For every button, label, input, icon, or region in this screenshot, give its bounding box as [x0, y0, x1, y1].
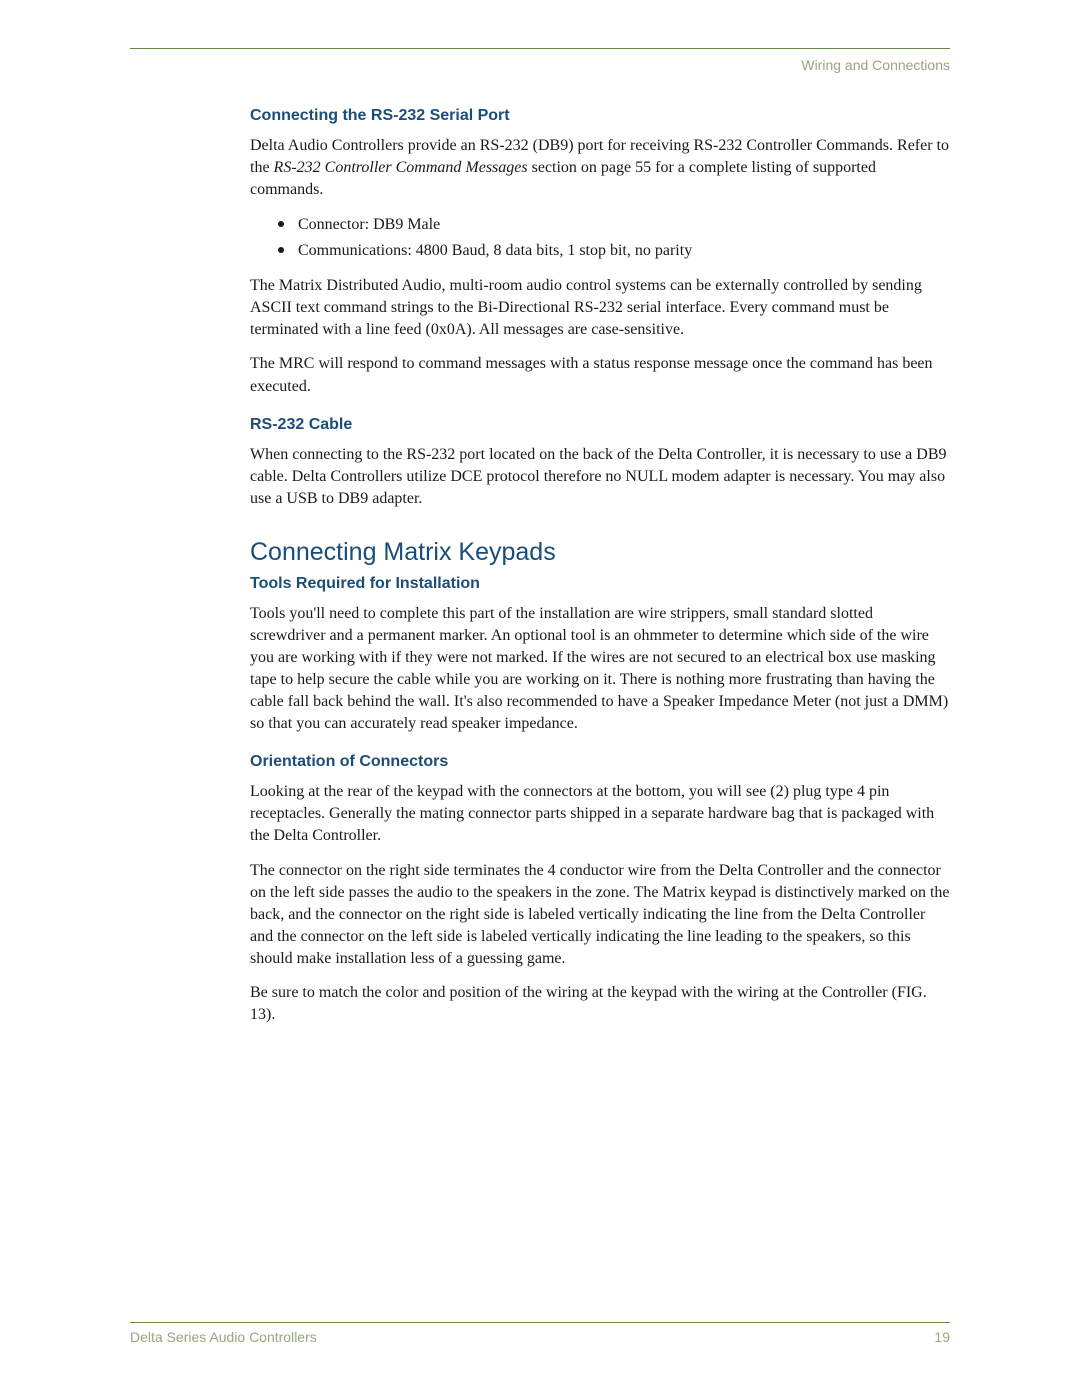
tools-para-1: Tools you'll need to complete this part …	[250, 603, 950, 735]
orientation-para-1: Looking at the rear of the keypad with t…	[250, 781, 950, 847]
header-rule	[130, 48, 950, 49]
heading-rs232-port: Connecting the RS-232 Serial Port	[250, 107, 950, 125]
section-running-header: Wiring and Connections	[130, 57, 950, 73]
document-page: Wiring and Connections Connecting the RS…	[0, 0, 1080, 1397]
rs232-port-para-1: Delta Audio Controllers provide an RS-23…	[250, 135, 950, 201]
heading-rs232-cable: RS-232 Cable	[250, 416, 950, 434]
page-content: Connecting the RS-232 Serial Port Delta …	[130, 107, 950, 1026]
footer-doc-title: Delta Series Audio Controllers	[130, 1329, 317, 1345]
list-item: Communications: 4800 Baud, 8 data bits, …	[298, 239, 950, 263]
rs232-spec-list: Connector: DB9 Male Communications: 4800…	[250, 213, 950, 263]
orientation-para-2: The connector on the right side terminat…	[250, 860, 950, 970]
rs232-port-para-3: The MRC will respond to command messages…	[250, 353, 950, 397]
heading-orientation: Orientation of Connectors	[250, 753, 950, 771]
rs232-cable-para-1: When connecting to the RS-232 port locat…	[250, 444, 950, 510]
italic-reference: RS-232 Controller Command Messages	[274, 159, 528, 176]
heading-connecting-keypads: Connecting Matrix Keypads	[250, 538, 950, 567]
footer-page-number: 19	[934, 1329, 950, 1345]
rs232-port-para-2: The Matrix Distributed Audio, multi-room…	[250, 275, 950, 341]
page-footer: Delta Series Audio Controllers 19	[130, 1322, 950, 1345]
heading-tools-required: Tools Required for Installation	[250, 575, 950, 593]
orientation-para-3: Be sure to match the color and position …	[250, 982, 950, 1026]
list-item: Connector: DB9 Male	[298, 213, 950, 237]
